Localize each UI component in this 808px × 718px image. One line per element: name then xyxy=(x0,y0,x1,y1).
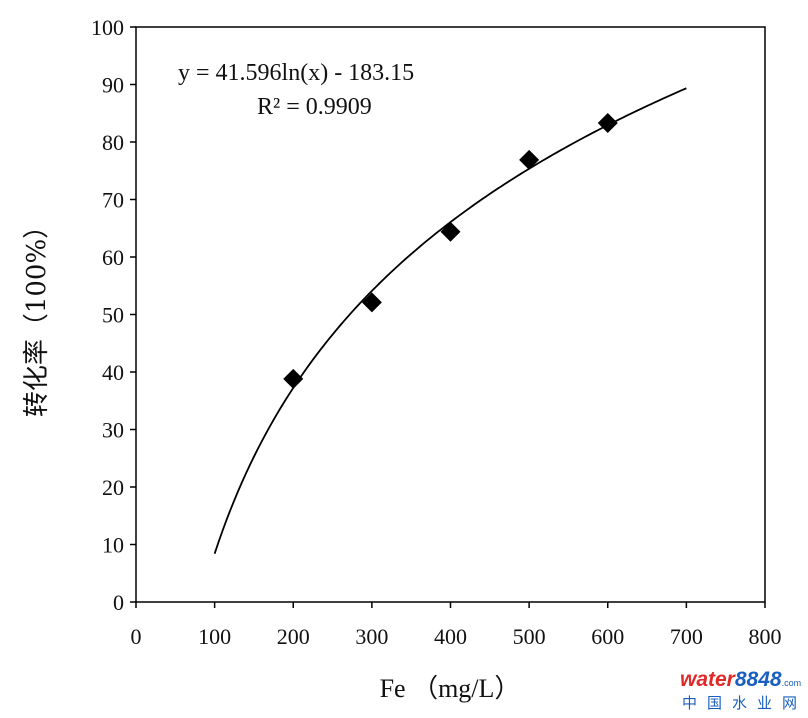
y-tick-label: 0 xyxy=(113,590,124,615)
watermark-water: water xyxy=(680,668,735,691)
y-tick-label: 20 xyxy=(102,475,124,500)
plot-border xyxy=(135,26,766,603)
y-tick-label: 40 xyxy=(102,360,124,385)
watermark-domain: .com xyxy=(781,678,802,688)
plot-area xyxy=(135,26,766,603)
y-tick-label: 50 xyxy=(102,303,124,328)
x-tick-label: 100 xyxy=(198,624,231,649)
x-tick-label: 400 xyxy=(434,624,467,649)
y-axis-title: 转化率（100%） xyxy=(22,213,52,417)
trendline-group xyxy=(213,87,687,554)
x-axis: 0 100 200 300 400 500 600 700 800 xyxy=(131,602,782,649)
x-axis-title: Fe （mg/L） xyxy=(380,674,521,703)
r-squared-label: R² = 0.9909 xyxy=(257,94,372,120)
trendline-equation: y = 41.596ln(x) - 183.15 xyxy=(178,60,414,86)
y-tick-label: 90 xyxy=(102,73,124,98)
watermark-subtitle: 中国水业网 xyxy=(682,694,808,712)
data-point-marker xyxy=(597,113,618,134)
x-tick-label: 500 xyxy=(513,624,546,649)
y-tick-label: 30 xyxy=(102,418,124,443)
x-tick-label: 200 xyxy=(277,624,310,649)
x-tick-label: 0 xyxy=(131,624,142,649)
y-axis: 0 10 20 30 40 50 60 70 80 90 100 xyxy=(91,15,136,615)
y-tick-label: 70 xyxy=(102,188,124,213)
y-tick-label: 100 xyxy=(91,15,124,40)
data-point-marker xyxy=(519,149,540,170)
data-points xyxy=(283,113,618,389)
x-tick-label: 600 xyxy=(591,624,624,649)
watermark-title: water8848.com xyxy=(680,668,801,692)
data-point-marker xyxy=(361,292,382,313)
x-tick-label: 800 xyxy=(749,624,782,649)
watermark-logo: water8848.com 中国水业网 xyxy=(680,668,805,714)
y-tick-label: 10 xyxy=(102,533,124,558)
y-tick-label: 60 xyxy=(102,245,124,270)
data-point-marker xyxy=(440,221,461,242)
x-tick-label: 700 xyxy=(670,624,703,649)
x-tick-label: 300 xyxy=(355,624,388,649)
watermark-number: 8848 xyxy=(734,668,782,691)
data-point-marker xyxy=(283,368,304,389)
trendline-curve xyxy=(213,87,687,554)
y-tick-label: 80 xyxy=(102,130,124,155)
